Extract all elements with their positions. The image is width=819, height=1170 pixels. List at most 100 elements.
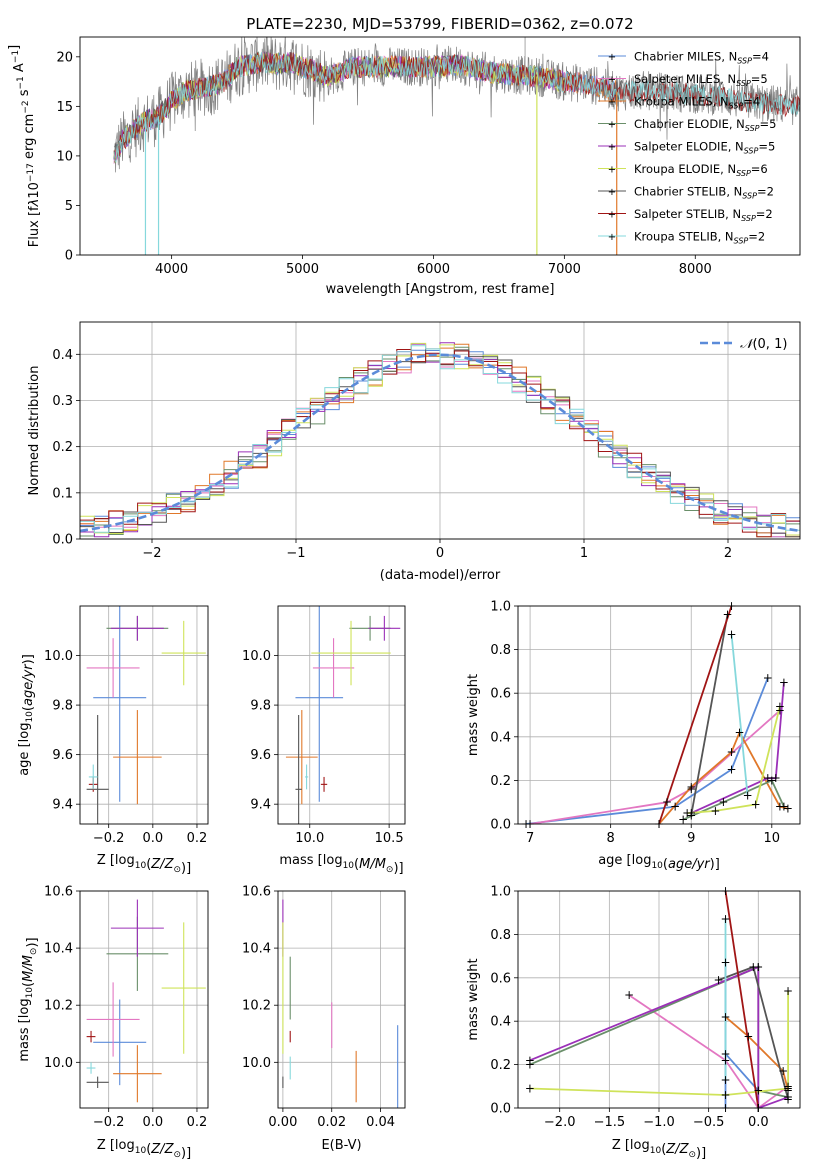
weight-marker-salpeter_miles: + — [775, 704, 785, 718]
tick-label-x: 7 — [526, 831, 534, 846]
axes-frame — [517, 605, 801, 825]
tick-label-x: 0.02 — [317, 1115, 346, 1130]
panel-residuals: −2 −1 0 1 2 0.0 0.1 0.2 0.3 0.4 (data-model)/error… — [27, 321, 801, 583]
legend-marker-kroupa_stelib: + — [608, 232, 616, 243]
tick-label-x: −1.0 — [643, 1115, 675, 1130]
weight-line-kroupa_stelib — [730, 634, 749, 796]
weight-marker-chabrier_stelib: + — [722, 608, 732, 622]
weight-marker-kroupa_miles: + — [778, 1064, 788, 1078]
legend-label-chabrier_miles: Chabrier MILES, NSSP=4 — [634, 50, 769, 66]
weight-marker-chabrier_miles: + — [720, 956, 730, 970]
panel-weight_vs_Z: −2.0 −1.5 −1.0 −0.5 0.00.00.20.40.60.81.0+++… — [466, 884, 801, 1161]
tick-label-y: 0.6 — [490, 687, 511, 702]
weight-marker-kroupa_elodie: + — [783, 1081, 793, 1095]
weight-marker-salpeter_elodie: + — [686, 806, 696, 820]
weight-marker-salpeter_miles: + — [662, 795, 672, 809]
weight-marker-salpeter_miles: + — [720, 1053, 730, 1067]
weight-marker-chabrier_elodie: + — [678, 813, 688, 827]
legend-label-chabrier_stelib: Chabrier STELIB, NSSP=2 — [634, 185, 774, 201]
plot-area — [113, 37, 800, 255]
tick-label-y: 0.2 — [490, 774, 511, 789]
weight-marker-chabrier_miles: + — [670, 800, 680, 814]
tick-label-y: 10.4 — [242, 942, 271, 957]
tick-label-y: 0.4 — [52, 348, 73, 363]
y-axis-label: age [log10(age/yr)] — [17, 654, 36, 776]
normal-curve — [80, 353, 800, 533]
tick-label-y: 0.8 — [490, 928, 511, 943]
x-axis-label: age [log10(age/yr)] — [598, 853, 720, 872]
weight-marker-kroupa_miles: + — [783, 802, 793, 816]
x-axis-label: Z [log10(Z/Z⊙)] — [97, 1138, 191, 1161]
tick-label-x: 6000 — [417, 262, 450, 277]
legend-label-kroupa_miles: Kroupa MILES, NSSP=4 — [634, 95, 760, 111]
x-axis-label: mass [log10(M/M⊙)] — [279, 853, 403, 876]
tick-label-y: 9.4 — [250, 798, 271, 813]
tick-label-y: 10.0 — [44, 649, 73, 664]
weight-marker-chabrier_elodie: + — [753, 1084, 763, 1098]
tick-label-x: −0.2 — [93, 831, 125, 846]
y-axis-label: Flux [fλ10−17 erg cm−2 s−1 A−1] — [7, 45, 42, 247]
legend-label-salpeter_elodie: Salpeter ELODIE, NSSP=5 — [634, 140, 775, 156]
tick-label-y: 20 — [56, 50, 73, 65]
weight-marker-salpeter_elodie: + — [525, 1053, 535, 1067]
weight-marker-chabrier_miles: + — [753, 1084, 763, 1098]
tick-label-y: 10.4 — [44, 942, 73, 957]
tick-label-y: 0.8 — [490, 643, 511, 658]
weight-line-salpeter_miles — [529, 709, 781, 824]
panel-age_vs_mass: 10.0 10.5 9.4 9.6 9.8 10.0 mass [log10(M/M⊙)] — [242, 605, 406, 876]
legend-marker-chabrier_stelib: + — [608, 187, 616, 198]
figure-title: PLATE=2230, MJD=53799, FIBERID=0362, z=0… — [246, 15, 633, 33]
weight-marker-kroupa_miles: + — [735, 725, 745, 739]
tick-label-x: 0.04 — [366, 1115, 395, 1130]
tick-label-x: 0.2 — [187, 831, 208, 846]
tick-label-y: 0.4 — [490, 730, 511, 745]
weight-line-chabrier_stelib — [690, 614, 729, 816]
y-axis-label: Normed distribution — [27, 366, 42, 496]
tick-label-x: −0.5 — [693, 1115, 725, 1130]
y-axis-label: mass weight — [466, 674, 481, 756]
weight-marker-salpeter_miles: + — [783, 1079, 793, 1093]
weight-marker-kroupa_stelib: + — [720, 912, 730, 926]
weight-line-chabrier_miles — [525, 677, 769, 824]
weight-marker-chabrier_elodie: + — [753, 960, 763, 974]
plot-area — [282, 899, 399, 1108]
tick-label-x: −0.2 — [93, 1115, 125, 1130]
axes-frame — [277, 890, 406, 1109]
tick-label-y: 0.1 — [52, 486, 73, 501]
weight-marker-kroupa_miles: + — [686, 780, 696, 794]
plot-area — [529, 891, 789, 1108]
legend-marker-salpeter_miles: + — [608, 75, 616, 86]
tick-label-x: −2.0 — [544, 1115, 576, 1130]
legend-marker-salpeter_stelib: + — [608, 210, 616, 221]
x-axis-label: Z [log10(Z/Z⊙)] — [612, 1138, 706, 1161]
panel-weight_vs_age: 7 8 9 100.00.20.40.60.81.0+++++++++++++++++… — [466, 599, 801, 872]
tick-label-y: 0.0 — [52, 533, 73, 548]
tick-label-x: 0.0 — [748, 1115, 769, 1130]
axes-frame — [517, 890, 801, 1109]
weight-line-salpeter_miles — [628, 994, 789, 1108]
weight-marker-chabrier_elodie: + — [779, 800, 789, 814]
y-axis-label: mass weight — [466, 958, 481, 1040]
tick-label-x: 8000 — [679, 262, 712, 277]
tick-label-x: 0.0 — [142, 1115, 163, 1130]
weight-marker-kroupa_elodie: + — [720, 1088, 730, 1102]
legend-marker-kroupa_elodie: + — [608, 165, 616, 176]
weight-marker-chabrier_stelib: + — [714, 973, 724, 987]
weight-marker-chabrier_stelib: + — [783, 1092, 793, 1106]
weight-marker-chabrier_stelib: + — [686, 808, 696, 822]
axes-frame — [79, 36, 801, 256]
weight-marker-kroupa_miles: + — [775, 800, 785, 814]
legend-label-kroupa_elodie: Kroupa ELODIE, NSSP=6 — [634, 162, 768, 178]
tick-label-y: 10 — [56, 149, 73, 164]
tick-label-x: −1 — [286, 546, 305, 561]
tick-label-y: 1.0 — [490, 600, 511, 615]
plot-area — [285, 606, 401, 824]
tick-label-y: 0.2 — [52, 440, 73, 455]
weight-line-kroupa_miles — [724, 1016, 789, 1091]
weight-line-salpeter_stelib — [658, 606, 733, 824]
tick-label-x: −2 — [142, 546, 161, 561]
tick-label-x: 10 — [764, 831, 781, 846]
tick-label-y: 9.6 — [52, 748, 73, 763]
weight-marker-chabrier_stelib: + — [748, 960, 758, 974]
